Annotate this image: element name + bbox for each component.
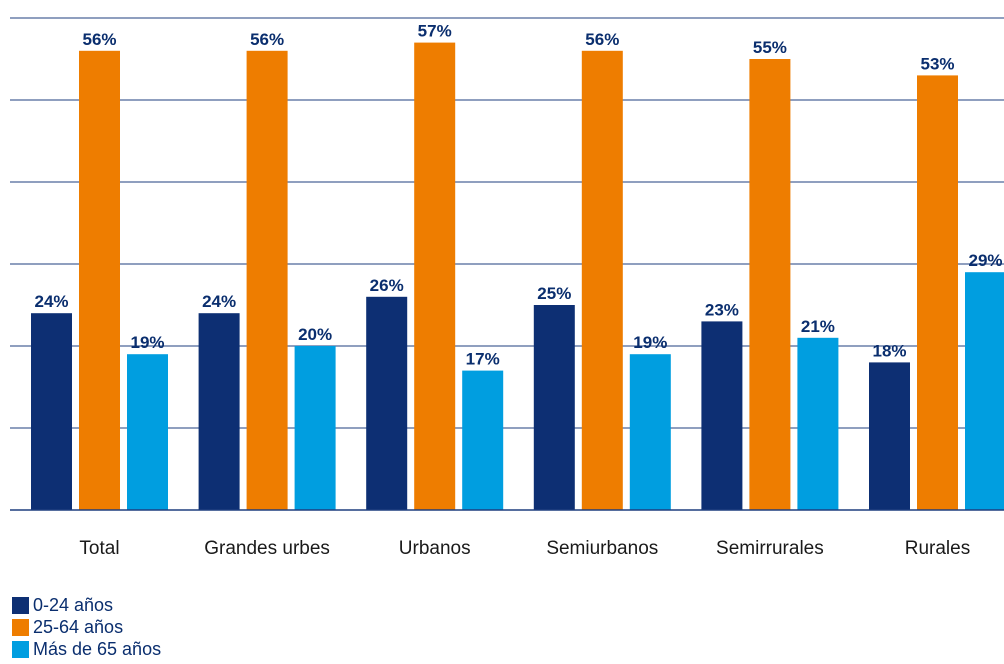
bar bbox=[198, 313, 240, 510]
bar bbox=[581, 50, 623, 511]
data-label: 23% bbox=[705, 300, 739, 319]
data-label: 19% bbox=[130, 333, 164, 352]
bar bbox=[629, 354, 671, 510]
data-label: 19% bbox=[633, 333, 667, 352]
legend-swatch bbox=[12, 640, 29, 658]
data-label: 21% bbox=[801, 317, 835, 336]
data-label: 53% bbox=[920, 54, 954, 73]
bar bbox=[869, 362, 910, 510]
data-label: 24% bbox=[34, 292, 68, 311]
data-label: 26% bbox=[370, 276, 404, 295]
category-label: Semirrurales bbox=[716, 538, 824, 559]
category-label: Semiurbanos bbox=[546, 538, 658, 559]
legend-label: 0-24 años bbox=[33, 594, 114, 615]
legend-item: 0-24 años bbox=[12, 594, 161, 616]
category-label: Urbanos bbox=[399, 538, 471, 559]
data-label: 29% bbox=[968, 251, 1002, 270]
bar-chart: 24% 56% 19% Total 24% 56% 20% Grandes urbes 26% 5… bbox=[10, 17, 1004, 559]
data-label: 57% bbox=[418, 22, 452, 41]
data-label: 18% bbox=[872, 341, 906, 360]
legend-label: Más de 65 años bbox=[33, 638, 162, 659]
legend-item: 25-64 años bbox=[12, 616, 161, 638]
data-label: 56% bbox=[585, 30, 619, 49]
bar bbox=[965, 272, 1004, 510]
data-label: 24% bbox=[202, 292, 236, 311]
bar bbox=[797, 337, 839, 510]
bar bbox=[749, 59, 791, 510]
legend-swatch bbox=[12, 618, 29, 636]
data-label: 56% bbox=[250, 30, 284, 49]
bar bbox=[701, 321, 743, 510]
bar bbox=[366, 296, 408, 510]
bar bbox=[462, 370, 504, 510]
data-label: 20% bbox=[298, 325, 332, 344]
data-label: 25% bbox=[537, 284, 571, 303]
bar bbox=[246, 50, 288, 511]
data-label: 56% bbox=[82, 30, 116, 49]
legend-label: 25-64 años bbox=[33, 616, 124, 637]
bar bbox=[79, 50, 120, 511]
data-label: 17% bbox=[466, 350, 500, 369]
legend-item: Más de 65 años bbox=[12, 638, 161, 660]
category-label: Grandes urbes bbox=[204, 538, 330, 559]
bar bbox=[31, 313, 72, 510]
data-label: 55% bbox=[753, 38, 787, 57]
bar bbox=[294, 346, 336, 510]
bar bbox=[127, 354, 168, 510]
bar bbox=[414, 42, 456, 510]
category-label: Rurales bbox=[905, 538, 970, 559]
category-label: Total bbox=[79, 538, 119, 559]
legend-swatch bbox=[12, 596, 29, 614]
legend: 0-24 años 25-64 años Más de 65 años bbox=[12, 594, 161, 660]
bar bbox=[917, 75, 958, 511]
bar bbox=[533, 305, 575, 510]
